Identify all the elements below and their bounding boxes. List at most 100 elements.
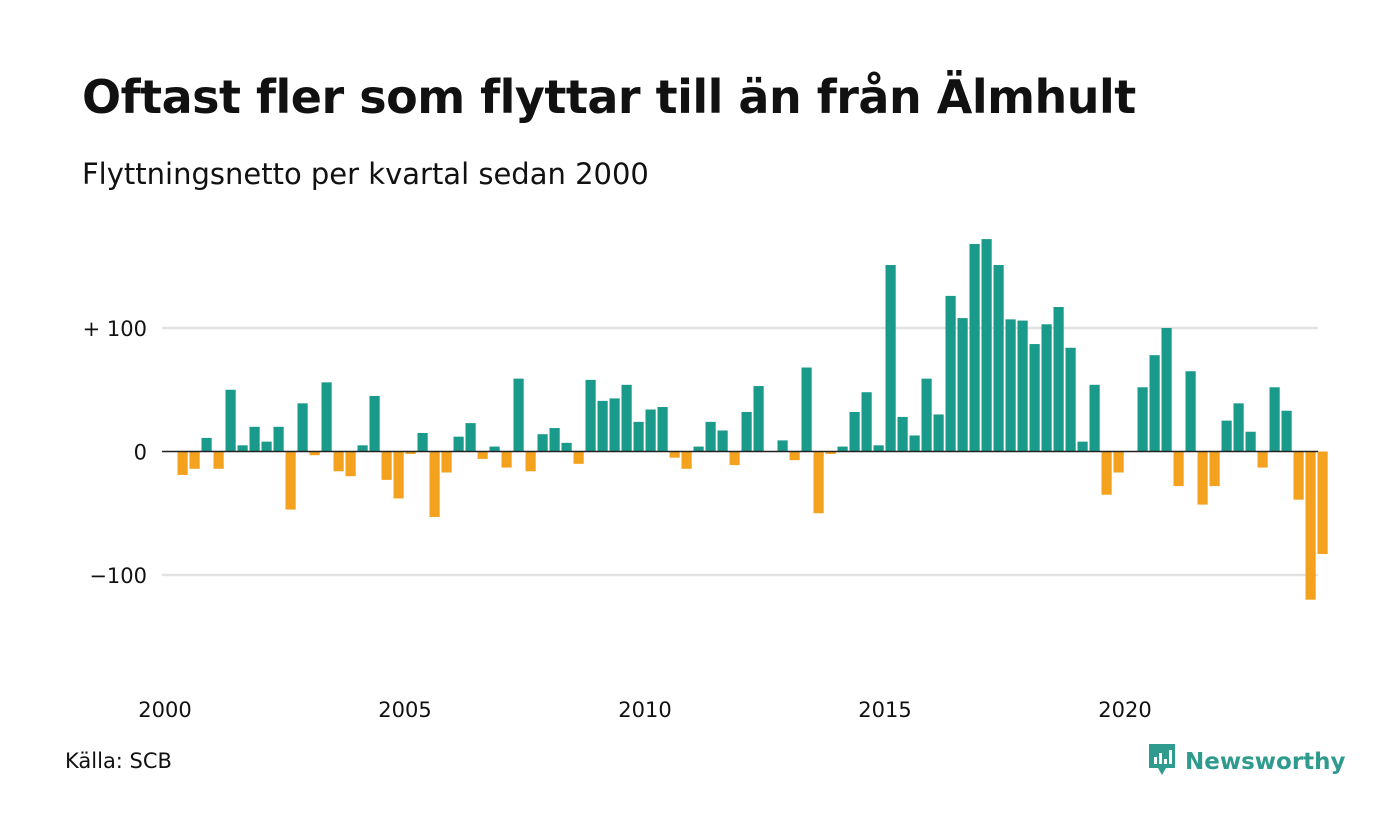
bar xyxy=(1161,328,1172,452)
bar xyxy=(429,451,440,517)
bar xyxy=(1041,324,1052,452)
bar xyxy=(489,446,500,452)
bar xyxy=(1053,307,1064,452)
bar xyxy=(801,367,812,452)
bar xyxy=(321,382,332,452)
bar xyxy=(729,451,740,466)
bar xyxy=(705,421,716,452)
bar xyxy=(501,451,512,468)
bar xyxy=(957,318,968,452)
bar xyxy=(585,379,596,452)
bar xyxy=(1269,387,1280,452)
bar xyxy=(633,421,644,452)
x-tick-label: 2020 xyxy=(1098,698,1151,722)
bar xyxy=(657,407,668,452)
bar xyxy=(825,451,836,454)
bar xyxy=(189,451,200,469)
bar xyxy=(741,411,752,452)
bar xyxy=(885,265,896,452)
bar xyxy=(969,244,980,452)
bar xyxy=(249,426,260,452)
bars xyxy=(177,239,1328,600)
bar xyxy=(309,451,320,456)
bar xyxy=(393,451,404,499)
bar xyxy=(1185,371,1196,452)
brand-name: Newsworthy xyxy=(1185,749,1346,775)
bar xyxy=(861,392,872,452)
bar xyxy=(753,386,764,452)
bar xyxy=(837,446,848,452)
bar xyxy=(405,451,416,454)
bar xyxy=(333,451,344,472)
y-tick-label: −100 xyxy=(89,564,147,588)
bar xyxy=(225,389,236,452)
bar xyxy=(597,400,608,452)
bar xyxy=(609,398,620,452)
bar xyxy=(1029,344,1040,452)
bar xyxy=(1293,451,1304,500)
bar xyxy=(1209,451,1220,487)
bar xyxy=(789,451,800,461)
bar xyxy=(213,451,224,469)
bar xyxy=(1257,451,1268,468)
bar xyxy=(369,395,380,452)
bar xyxy=(681,451,692,469)
bar xyxy=(513,378,524,452)
bar xyxy=(693,446,704,452)
bar xyxy=(297,403,308,452)
bar xyxy=(549,428,560,452)
bar xyxy=(1245,431,1256,452)
bar xyxy=(645,409,656,452)
bar xyxy=(381,451,392,480)
bar xyxy=(285,451,296,510)
bar xyxy=(993,265,1004,452)
bar xyxy=(177,451,188,475)
bar xyxy=(897,416,908,452)
bar xyxy=(441,451,452,473)
bar xyxy=(201,437,212,452)
bar xyxy=(417,432,428,452)
bar xyxy=(909,435,920,452)
chart-subtitle: Flyttningsnetto per kvartal sedan 2000 xyxy=(82,157,649,191)
bar xyxy=(1101,451,1112,495)
bar xyxy=(525,451,536,472)
bar xyxy=(357,445,368,452)
bar xyxy=(1137,387,1148,452)
newsworthy-logo-icon xyxy=(1147,742,1177,782)
bar xyxy=(1317,451,1328,555)
y-tick-label: 0 xyxy=(134,441,147,465)
bar xyxy=(945,295,956,452)
bar xyxy=(261,441,272,452)
bar xyxy=(1113,451,1124,473)
x-tick-label: 2005 xyxy=(378,698,431,722)
bar xyxy=(573,451,584,464)
bar xyxy=(1005,319,1016,452)
bar xyxy=(933,414,944,452)
bar-chart: + 100 0 −100 2000 2005 2010 2015 2020 xyxy=(83,239,1328,722)
bar xyxy=(873,445,884,452)
bar xyxy=(981,239,992,452)
bar xyxy=(1305,451,1316,600)
x-tick-label: 2000 xyxy=(138,698,191,722)
source-note: Källa: SCB xyxy=(65,749,172,773)
bar xyxy=(717,430,728,452)
bar xyxy=(237,445,248,452)
bar xyxy=(273,426,284,452)
bar xyxy=(1149,355,1160,452)
brand-logo[interactable]: Newsworthy xyxy=(1147,742,1346,782)
bar xyxy=(813,451,824,514)
bar xyxy=(849,411,860,452)
x-tick-label: 2010 xyxy=(618,698,671,722)
bar xyxy=(1221,420,1232,452)
bar xyxy=(669,451,680,458)
bar xyxy=(1281,410,1292,452)
bar xyxy=(621,384,632,452)
bar xyxy=(777,440,788,452)
bar xyxy=(1089,384,1100,452)
bar xyxy=(465,423,476,452)
y-tick-label: + 100 xyxy=(83,317,147,341)
bar xyxy=(1077,441,1088,452)
bar xyxy=(1197,451,1208,505)
bar xyxy=(561,442,572,452)
x-tick-label: 2015 xyxy=(858,698,911,722)
